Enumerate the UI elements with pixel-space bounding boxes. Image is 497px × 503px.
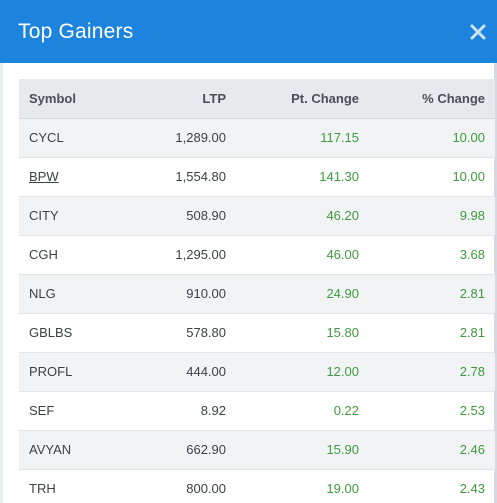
cell-pt-change: 19.00: [326, 481, 359, 496]
table-row[interactable]: GBLBS 578.80 15.80 2.81: [19, 313, 495, 352]
cell-pt-change: 117.15: [320, 130, 359, 145]
cell-ltp: 8.92: [200, 403, 226, 418]
table-row[interactable]: TRH 800.00 19.00 2.43: [19, 469, 495, 503]
gainers-table: Symbol LTP Pt. Change % Change CYCL 1,289…: [19, 79, 495, 503]
cell-pt-change: 141.30: [319, 169, 359, 184]
cell-symbol: SEF: [29, 403, 55, 418]
cell-pct-change: 3.68: [459, 247, 485, 262]
table-row[interactable]: BPW 1,554.80 141.30 10.00: [19, 157, 495, 196]
table-row[interactable]: CGH 1,295.00 46.00 3.68: [19, 235, 495, 274]
cell-pct-change: 2.81: [459, 325, 485, 340]
cell-symbol: GBLBS: [29, 325, 73, 340]
cell-pt-change: 15.90: [326, 442, 359, 457]
symbol-link[interactable]: BPW: [29, 169, 59, 184]
cell-pt-change: 24.90: [326, 286, 359, 301]
cell-ltp: 444.00: [186, 364, 226, 379]
cell-pct-change: 2.78: [459, 364, 485, 379]
cell-pt-change: 0.22: [333, 403, 359, 418]
table-header-row: Symbol LTP Pt. Change % Change: [19, 79, 495, 119]
cell-ltp: 800.00: [186, 481, 226, 496]
cell-ltp: 578.80: [186, 325, 226, 340]
cell-pct-change: 2.43: [459, 481, 485, 496]
close-icon[interactable]: [469, 23, 487, 41]
table-row[interactable]: PROFL 444.00 12.00 2.78: [19, 352, 495, 391]
column-header-pt-change[interactable]: Pt. Change: [226, 79, 359, 119]
modal-left-border: [0, 63, 3, 503]
cell-ltp: 1,554.80: [175, 169, 226, 184]
cell-ltp: 1,295.00: [175, 247, 226, 262]
cell-symbol: NLG: [29, 286, 56, 301]
modal-header: Top Gainers: [0, 0, 497, 63]
modal-title: Top Gainers: [18, 20, 134, 43]
table-row[interactable]: AVYAN 662.90 15.90 2.46: [19, 430, 495, 469]
cell-symbol: TRH: [29, 481, 56, 496]
gainers-table-container: Symbol LTP Pt. Change % Change CYCL 1,289…: [19, 79, 495, 503]
cell-pct-change: 10.00: [452, 169, 485, 184]
table-row[interactable]: CYCL 1,289.00 117.15 10.00: [19, 118, 495, 157]
modal-right-border: [494, 63, 497, 503]
cell-pct-change: 2.81: [459, 286, 485, 301]
cell-symbol: CITY: [29, 208, 59, 223]
table-row[interactable]: NLG 910.00 24.90 2.81: [19, 274, 495, 313]
cell-pct-change: 2.53: [459, 403, 485, 418]
cell-pt-change: 15.80: [326, 325, 359, 340]
cell-ltp: 508.90: [186, 208, 226, 223]
cell-pct-change: 10.00: [452, 130, 485, 145]
cell-ltp: 662.90: [186, 442, 226, 457]
cell-pt-change: 12.00: [326, 364, 359, 379]
cell-pct-change: 2.46: [459, 442, 485, 457]
cell-symbol: PROFL: [29, 364, 73, 379]
cell-symbol: CGH: [29, 247, 58, 262]
cell-pct-change: 9.98: [459, 208, 485, 223]
column-header-symbol[interactable]: Symbol: [19, 79, 149, 119]
cell-symbol: AVYAN: [29, 442, 72, 457]
cell-symbol: BPW: [19, 157, 149, 196]
column-header-ltp[interactable]: LTP: [149, 79, 226, 119]
cell-pt-change: 46.20: [326, 208, 359, 223]
column-header-pct-change[interactable]: % Change: [359, 79, 495, 119]
table-row[interactable]: SEF 8.92 0.22 2.53: [19, 391, 495, 430]
cell-symbol: CYCL: [29, 130, 64, 145]
cell-ltp: 1,289.00: [175, 130, 226, 145]
table-row[interactable]: CITY 508.90 46.20 9.98: [19, 196, 495, 235]
cell-pt-change: 46.00: [326, 247, 359, 262]
cell-ltp: 910.00: [186, 286, 226, 301]
